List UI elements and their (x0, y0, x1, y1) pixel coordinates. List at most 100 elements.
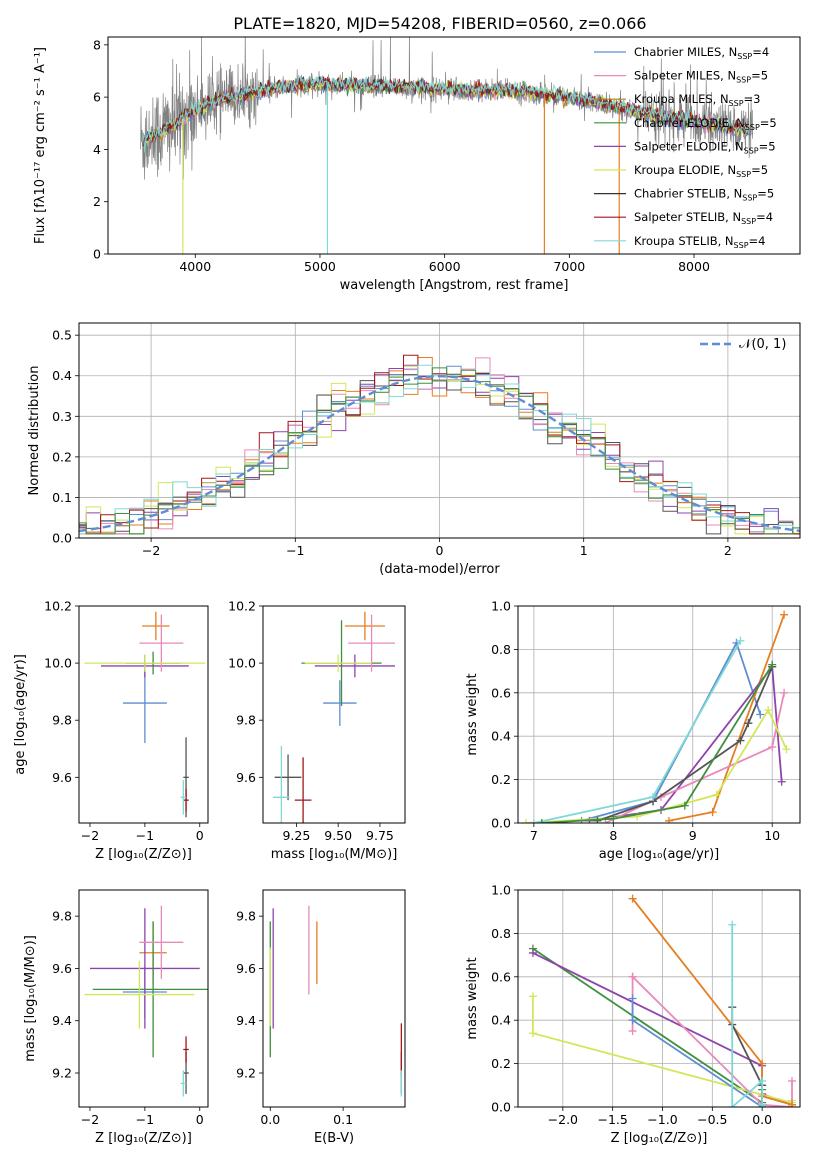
mass-weight-marker (529, 819, 538, 823)
y-tick-label: 8 (93, 37, 101, 52)
errorbar-point (139, 614, 184, 672)
plot-area-residuals (79, 323, 800, 538)
x-tick-label: 0.0 (260, 1112, 280, 1127)
mass-weight-marker (664, 816, 673, 823)
mass-weight-marker (758, 1076, 767, 1085)
y-tick-label: 0.6 (491, 969, 511, 984)
plot-area-mass-vs-ebv (269, 905, 403, 1097)
x-tick-label: 0 (196, 828, 204, 843)
x-tick-label: −1 (136, 1112, 154, 1127)
panel-massweight-vs-age: 7 8 9 10 0.0 0.2 0.4 0.6 0.8 1.0 age [log₁₀(age/yr… (465, 599, 801, 862)
legend-label-end: =4 (756, 210, 773, 224)
errorbar-point (323, 680, 357, 726)
mass-weight-line (631, 998, 763, 1107)
legend-label-main: Chabrier STELIB, N (634, 187, 742, 201)
errorbar-point (180, 1070, 187, 1097)
y-tick-label: 0.5 (52, 328, 72, 343)
legend-label: Kroupa MILES, NSSP=3 (634, 92, 760, 108)
x-axis-label: Z [log₁₀(Z/Z⊙)] (611, 1131, 708, 1146)
errorbar-point (314, 654, 395, 678)
y-tick-label: 0.4 (491, 1013, 511, 1028)
legend-label: Chabrier STELIB, NSSP=5 (634, 187, 774, 203)
errorbar-point (84, 960, 195, 1029)
mass-weight-marker (649, 792, 658, 801)
x-axis-label: Z [log₁₀(Z/Z⊙)] (95, 1131, 192, 1146)
mass-weight-marker (680, 801, 689, 810)
x-tick-label: −1 (136, 828, 154, 843)
errorbar-point (180, 780, 187, 815)
errorbar-point (89, 908, 200, 1029)
mass-weight-line (581, 640, 762, 822)
mass-weight-marker (712, 790, 721, 799)
y-axis-label: mass [log₁₀(M/M⊙)] (23, 935, 38, 1062)
legend-label-end: =5 (759, 139, 776, 153)
axes-frame (262, 889, 406, 1108)
axes-frame (262, 605, 406, 824)
legend-label-sub: SSP (729, 99, 744, 108)
mass-weight-marker (628, 994, 637, 1003)
legend-label-sub: SSP (734, 241, 749, 250)
y-tick-label: 0.0 (491, 1100, 511, 1115)
mass-weight-marker (768, 660, 777, 669)
legend-label-main: Kroupa STELIB, N (634, 234, 734, 248)
mass-weight-marker (528, 1029, 537, 1038)
mass-weight-marker (628, 1027, 637, 1036)
x-tick-label: −2 (81, 1112, 99, 1127)
y-tick-label: 9.2 (52, 1066, 72, 1081)
y-tick-label: 4 (93, 142, 101, 157)
legend-label: 𝒩(0, 1) (739, 337, 786, 352)
mass-weight-marker (628, 1016, 637, 1025)
x-tick-label: −2.0 (548, 1112, 578, 1127)
mass-weight-marker (744, 719, 753, 728)
mass-weight-line (533, 640, 742, 823)
plot-area-age-vs-mass (273, 611, 395, 823)
legend-label-main: Salpeter STELIB, N (634, 210, 741, 224)
mass-weight-marker (736, 636, 745, 645)
y-tick-label: 0 (93, 247, 101, 262)
panel-mass-vs-z: −2 −1 0 9.2 9.4 9.6 9.8 Z [log₁₀(Z/Z⊙)] mass [lo… (23, 889, 209, 1146)
histogram-step (79, 365, 800, 535)
errorbar-point (273, 745, 290, 823)
y-tick-label: 0.2 (491, 1056, 511, 1071)
errorbar-point (274, 754, 302, 801)
legend-label-sub: SSP (737, 52, 752, 61)
x-axis-label: Z [log₁₀(Z/Z⊙)] (95, 847, 192, 862)
mass-weight-marker (736, 736, 745, 745)
panel-residuals: −2 −1 0 1 2 0.0 0.1 0.2 0.3 0.4 0.5 (data-model)/er… (27, 322, 801, 577)
axes-frame (517, 605, 801, 824)
mass-weight-marker (628, 972, 637, 981)
legend-label-main: Salpeter ELODIE, N (634, 139, 744, 153)
mass-weight-marker (758, 1100, 767, 1107)
y-axis-label: Normed distribution (27, 366, 42, 496)
panel-massweight-vs-z: −2.0 −1.5 −1.0 −0.5 0.0 0.0 0.2 0.4 0.6 0.8 1.0 Z [… (465, 883, 801, 1146)
legend-label: Chabrier ELODIE, NSSP=5 (634, 116, 777, 132)
legend-label-end: =5 (760, 116, 777, 130)
x-tick-label: 5000 (304, 259, 336, 274)
legend-label-end: =5 (751, 163, 768, 177)
figure-title: PLATE=1820, MJD=54208, FIBERID=0560, z=0… (233, 14, 646, 33)
errorbar-point (142, 611, 170, 641)
plot-area-mass-vs-z (84, 905, 208, 1097)
legend-label: Chabrier MILES, NSSP=4 (634, 45, 769, 61)
y-tick-label: 9.2 (236, 1066, 256, 1081)
errorbar-point (304, 654, 372, 672)
legend-label-end: =4 (749, 234, 766, 248)
y-tick-label: 0.2 (491, 772, 511, 787)
x-axis-label: (data-model)/error (379, 562, 500, 577)
mass-weight-marker (528, 992, 537, 1001)
x-tick-label: −2 (81, 828, 99, 843)
y-tick-label: 10.2 (44, 599, 72, 614)
x-tick-label: 8000 (678, 259, 710, 274)
mass-weight-marker (780, 610, 789, 619)
legend-label-sub: SSP (742, 194, 757, 203)
axes-frame (78, 889, 209, 1108)
legend-label-end: =5 (751, 69, 768, 83)
y-tick-label: 0.4 (491, 729, 511, 744)
x-tick-label: 0 (196, 1112, 204, 1127)
legend-label-main: Kroupa MILES, N (634, 92, 729, 106)
legend-label-sub: SSP (745, 123, 760, 132)
panel-mass-vs-ebv: 0.0 0.1 9.2 9.4 9.6 9.8 E(B-V) (236, 889, 406, 1146)
mass-weight-marker (758, 1059, 767, 1068)
plot-area-spectrum (140, 37, 753, 254)
y-tick-label: 10.0 (44, 656, 72, 671)
